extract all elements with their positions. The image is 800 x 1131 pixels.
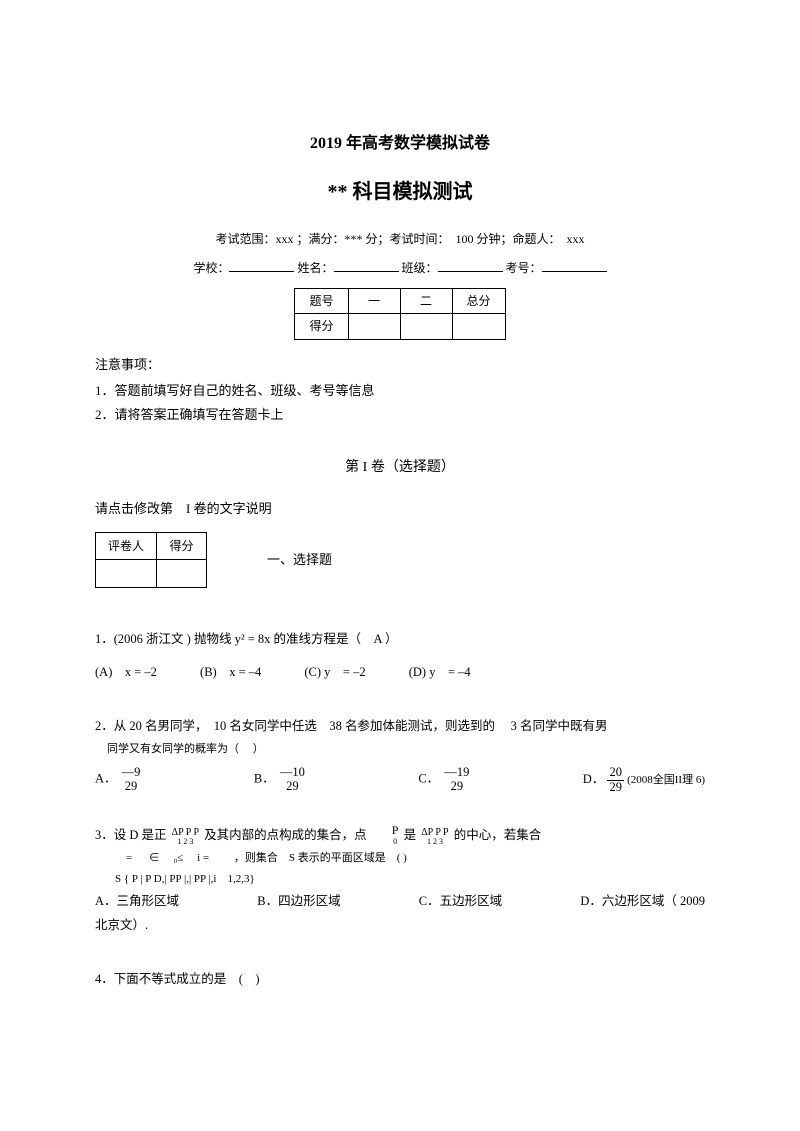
q4-text: 4．下面不等式成立的是 ( ) <box>95 968 705 992</box>
score-cell-2 <box>400 314 452 339</box>
notice-item-1: 1．答题前填写好自己的姓名、班级、考号等信息 <box>95 380 705 402</box>
q2-text-b: 同学又有女同学的概率为（ ） <box>95 739 705 760</box>
q3-sub1: 1 2 3 <box>170 838 201 847</box>
q1-opt-c: (C) y = –2 <box>304 661 365 685</box>
q2-d-d: 29 <box>607 781 624 795</box>
q3-l1a: 3．设 D 是正 <box>95 829 167 843</box>
q2-a-label: A． <box>95 771 117 785</box>
section-label: 一、选择题 <box>267 549 332 571</box>
q3-l2: = ∈ ₀≤ i = ，则集合 S 表示的平面区域是 ( ) <box>95 848 705 869</box>
q3-opt-a: A．三角形区域 <box>95 890 179 914</box>
score-cell-3 <box>452 314 505 339</box>
q2-c-label: C． <box>418 771 439 785</box>
q3-tri1: ΔP P P <box>170 827 201 838</box>
section-instruction: 请点击修改第 I 卷的文字说明 <box>95 498 705 520</box>
q3-p: P <box>390 824 401 837</box>
page-title: 2019 年高考数学模拟试卷 <box>95 130 705 157</box>
eval-table: 评卷人 得分 <box>95 532 207 588</box>
q2-c-d: 29 <box>442 780 471 794</box>
question-4: 4．下面不等式成立的是 ( ) <box>95 968 705 992</box>
score-row-label: 得分 <box>295 314 348 339</box>
q3-l1d: 的中心，若集合 <box>454 829 542 843</box>
eval-c1: 评卷人 <box>96 532 157 559</box>
question-1: 1．(2006 浙江文 ) 抛物线 y² = 8x 的准线方程是（ A ） (A… <box>95 628 705 686</box>
class-blank <box>438 259 503 272</box>
q1-opt-b: (B) x = –4 <box>200 661 261 685</box>
score-header-2: 二 <box>400 288 452 313</box>
q2-d-label: D． <box>583 772 605 786</box>
notice-title: 注意事项： <box>95 354 705 376</box>
school-label: 学校： <box>193 261 229 275</box>
question-2: 2．从 20 名男同学， 10 名女同学中任选 38 名参加体能测试，则选到的 … <box>95 715 705 794</box>
score-header-3: 总分 <box>452 288 505 313</box>
q2-c-n: —19 <box>442 766 471 780</box>
eval-blank-1 <box>96 560 157 587</box>
id-blank <box>542 259 607 272</box>
class-label: 班级： <box>402 261 438 275</box>
q3-opt-b: B．四边形区域 <box>257 890 340 914</box>
eval-row: 评卷人 得分 一、选择题 <box>95 532 705 588</box>
student-info-row: 学校： 姓名： 班级： 考号： <box>95 258 705 278</box>
q3-sub0: 0 <box>390 838 401 847</box>
q1-text: 1．(2006 浙江文 ) 抛物线 y² = 8x 的准线方程是（ A ） <box>95 628 705 652</box>
school-blank <box>229 259 294 272</box>
q3-l1c: 是 <box>404 829 417 843</box>
q3-opt-d: D．六边形区域（ 2009 <box>580 890 705 914</box>
subject-title: ** 科目模拟测试 <box>95 175 705 209</box>
question-3: 3．设 D 是正 ΔP P P1 2 3 及其内部的点构成的集合，点 P0 是 … <box>95 824 705 937</box>
score-cell-1 <box>348 314 400 339</box>
q3-tri2: ΔP P P <box>419 827 450 838</box>
q3-opt-c: C．五边形区域 <box>419 890 502 914</box>
q3-l1b: 及其内部的点构成的集合，点 <box>204 829 367 843</box>
q2-b-d: 29 <box>278 780 307 794</box>
q3-sub2: 1 2 3 <box>419 838 450 847</box>
q2-source: (2008全国II理 6) <box>627 774 705 786</box>
id-label: 考号： <box>506 261 542 275</box>
name-blank <box>334 259 399 272</box>
q2-opt-b: B． —1029 <box>254 766 307 795</box>
exam-info: 考试范围：xxx ；满分：*** 分；考试时间： 100 分钟；命题人： xxx <box>95 229 705 249</box>
q3-l4: 北京文）. <box>95 914 705 938</box>
score-table: 题号 一 二 总分 得分 <box>294 288 505 340</box>
q2-b-n: —10 <box>278 766 307 780</box>
score-header-1: 一 <box>348 288 400 313</box>
q2-a-n: —9 <box>120 766 143 780</box>
q2-b-label: B． <box>254 771 275 785</box>
q2-opt-c: C． —1929 <box>418 766 471 795</box>
q2-text-a: 2．从 20 名男同学， 10 名女同学中任选 38 名参加体能测试，则选到的 … <box>95 715 705 739</box>
q1-opt-d: (D) y = –4 <box>409 661 471 685</box>
q1-opt-a: (A) x = –2 <box>95 661 157 685</box>
q2-opt-d: D． 2029 (2008全国II理 6) <box>583 766 705 795</box>
notice-item-2: 2．请将答案正确填写在答题卡上 <box>95 404 705 426</box>
name-label: 姓名： <box>297 261 333 275</box>
score-header-0: 题号 <box>295 288 348 313</box>
q3-l2b: S { P | P D,| PP |,| PP |,i 1,2,3} <box>95 869 705 890</box>
q2-a-d: 29 <box>120 780 143 794</box>
q2-d-n: 20 <box>607 766 624 781</box>
section-title: 第 I 卷（选择题） <box>95 456 705 480</box>
eval-c2: 得分 <box>157 532 207 559</box>
q2-opt-a: A． —929 <box>95 766 142 795</box>
eval-blank-2 <box>157 560 207 587</box>
